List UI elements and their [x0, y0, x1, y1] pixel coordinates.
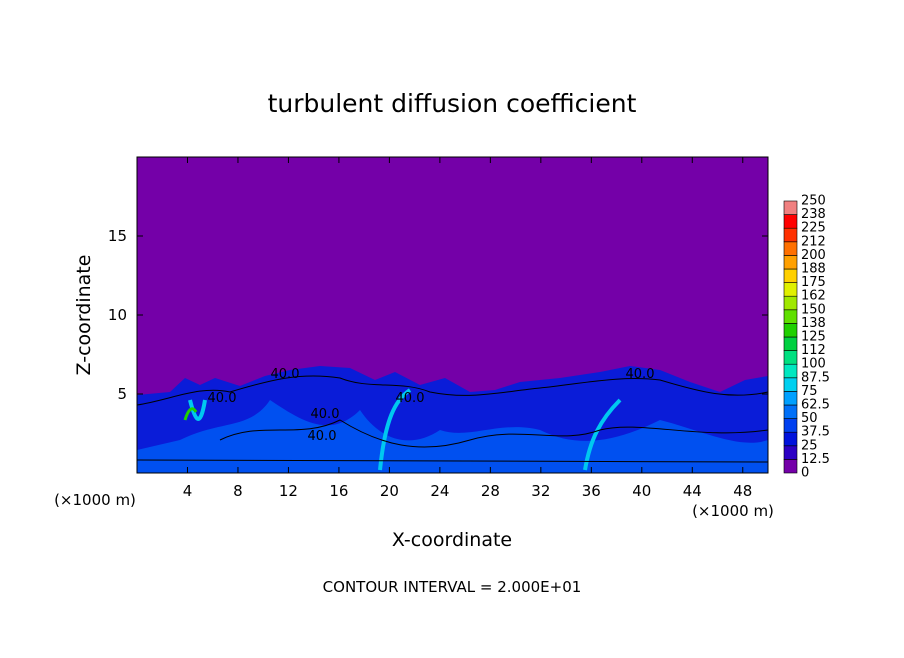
x-axis-label: X-coordinate [392, 529, 512, 551]
colorbar-label: 150 [801, 302, 826, 317]
contour-label: 40.0 [208, 391, 237, 406]
colorbar-label: 75 [801, 384, 818, 399]
colorbar-bin [783, 323, 798, 338]
colorbar-bin [783, 200, 798, 215]
colorbar-label: 200 [801, 248, 826, 263]
colorbar-bin [783, 336, 798, 351]
colorbar-label: 138 [801, 316, 826, 331]
contour-label: 40.0 [308, 429, 337, 444]
colorbar-label: 125 [801, 330, 826, 345]
colorbar-label: 175 [801, 275, 826, 290]
field-peak [183, 407, 198, 421]
colorbar-label: 225 [801, 221, 826, 236]
colorbar-bin [783, 418, 798, 433]
colorbar-label: 0 [801, 466, 809, 481]
colorbar-label: 162 [801, 289, 826, 304]
colorbar-bin [783, 431, 798, 447]
colorbar-label: 238 [801, 207, 826, 222]
colorbar-bin [783, 295, 798, 311]
colorbar-bin [783, 227, 798, 243]
y-axis-label: Z-coordinate [73, 255, 95, 376]
y-tick-label: 5 [117, 385, 127, 403]
contour-label: 40.0 [271, 367, 300, 382]
x-unit-label: (×1000 m) [692, 502, 774, 520]
x-tick-label: 16 [329, 482, 348, 500]
colorbar-bin [783, 391, 798, 406]
colorbar-label: 12.5 [801, 452, 830, 467]
contour-line [136, 375, 769, 463]
colorbar-bin [783, 363, 798, 379]
colorbar-label: 87.5 [801, 370, 830, 385]
contour-label: 40.0 [311, 407, 340, 422]
x-tick-label: 40 [632, 482, 651, 500]
x-tick-label: 4 [183, 482, 193, 500]
colorbar-label: 112 [801, 343, 826, 358]
colorbar-label: 212 [801, 234, 826, 249]
field-mixing-zone [137, 400, 768, 473]
colorbar-label: 250 [801, 194, 826, 209]
colorbar-bin [783, 445, 798, 460]
contour-label: 40.0 [626, 367, 655, 382]
colorbar-label: 62.5 [801, 398, 830, 413]
x-tick-label: 20 [380, 482, 399, 500]
colorbar-bin [783, 459, 798, 474]
x-tick-label: 36 [582, 482, 601, 500]
colorbar-bin [783, 255, 798, 270]
colorbar-label: 25 [801, 438, 818, 453]
colorbar-bin [783, 350, 798, 365]
x-tick-label: 12 [279, 482, 298, 500]
x-tick-label: 28 [481, 482, 500, 500]
field [136, 156, 769, 474]
colorbar-label: 50 [801, 411, 818, 426]
colorbar-bin [783, 214, 798, 229]
chart-title: turbulent diffusion coefficient [268, 89, 637, 118]
x-tick-label: 48 [733, 482, 752, 500]
y-tick-label: 15 [108, 227, 127, 245]
colorbar-bin [783, 309, 798, 324]
colorbar-bin [783, 404, 798, 419]
colorbar-bin [783, 241, 798, 256]
colorbar-label: 37.5 [801, 425, 830, 440]
colorbar-bin [783, 268, 798, 283]
colorbar-label: 100 [801, 357, 826, 372]
colorbar-label: 188 [801, 262, 826, 277]
x-tick-label: 44 [683, 482, 702, 500]
contour-label: 40.0 [396, 391, 425, 406]
x-tick-label: 8 [233, 482, 243, 500]
y-tick-label: 10 [108, 306, 127, 324]
x-tick-label: 24 [430, 482, 449, 500]
y-unit-label: (×1000 m) [54, 491, 136, 509]
x-tick-label: 32 [531, 482, 550, 500]
colorbar-bin [783, 377, 798, 392]
colorbar-bin [783, 282, 798, 297]
footnote: CONTOUR INTERVAL = 2.000E+01 [323, 578, 582, 596]
